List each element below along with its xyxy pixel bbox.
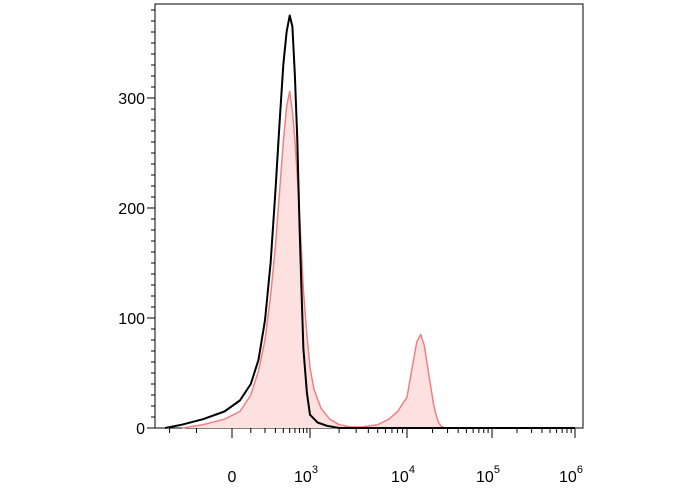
y-tick-label: 0 [136,421,145,438]
series-layer [165,14,575,429]
y-tick-label: 300 [118,91,145,108]
x-axis: 0 103 104 105 106 [169,428,583,486]
filled-histogram-area [181,91,575,429]
x-tick-label: 106 [559,464,583,486]
y-axis: 0 100 200 300 [118,9,155,438]
x-tick-label: 0 [228,469,237,486]
x-tick-label: 103 [294,464,318,486]
control-histogram-line [165,14,575,429]
y-tick-label: 100 [118,311,145,328]
filled-histogram-outline [181,90,575,429]
y-tick-label: 200 [118,201,145,218]
x-tick-label: 105 [476,464,500,486]
x-tick-label: 104 [391,464,415,486]
plot-frame [154,3,584,429]
